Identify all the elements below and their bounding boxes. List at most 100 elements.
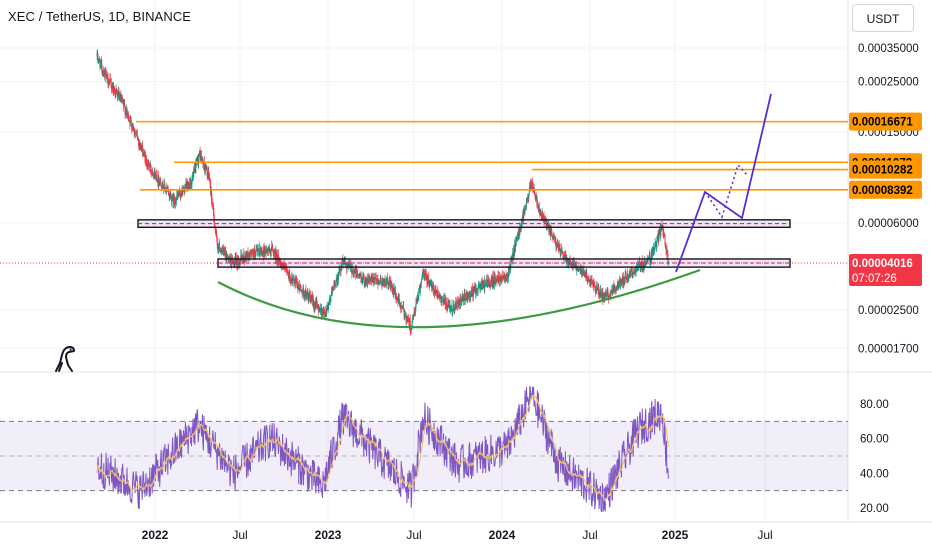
candle-body <box>454 304 456 306</box>
candle-body <box>488 280 490 283</box>
candle-body <box>494 275 496 282</box>
candle-body <box>192 173 194 177</box>
candle-body <box>333 285 335 288</box>
candle-body <box>403 308 405 317</box>
candle-body <box>319 309 321 312</box>
candle-body <box>334 285 336 287</box>
candle-body <box>572 261 574 266</box>
candle-body <box>471 288 473 291</box>
candle-body <box>187 184 189 188</box>
candle-body <box>593 281 595 283</box>
candle-body <box>208 170 210 177</box>
candle-body <box>451 305 453 312</box>
candle-body <box>423 271 425 278</box>
candle-body <box>653 250 655 252</box>
candle-body <box>281 263 283 267</box>
candle-body <box>578 268 580 272</box>
candle-body <box>492 282 494 284</box>
candle-body <box>172 195 174 200</box>
candle-body <box>211 198 213 204</box>
candle-body <box>665 245 667 249</box>
candle-body <box>557 243 559 247</box>
candle-body <box>559 244 561 248</box>
drawing-overlays <box>0 93 848 329</box>
projection-dotted-path <box>704 163 748 219</box>
candle-body <box>367 278 369 280</box>
candle-body <box>134 132 136 134</box>
candle-body <box>217 244 219 249</box>
candle-body <box>311 296 313 302</box>
candle-body <box>318 307 320 312</box>
candle-body <box>114 89 116 94</box>
candle-body <box>581 269 583 274</box>
candle-body <box>511 254 513 259</box>
candle-body <box>155 173 157 175</box>
candle-body <box>230 257 232 265</box>
candle-body <box>395 290 397 298</box>
candle-body <box>268 246 270 251</box>
candle-body <box>486 279 488 281</box>
candle-body <box>656 236 658 244</box>
tradingview-dino-icon <box>55 346 75 372</box>
currency-button[interactable]: USDT <box>852 4 914 32</box>
candle-body <box>489 282 491 286</box>
candle-body <box>168 195 170 197</box>
candle-body <box>353 272 355 274</box>
candle-body <box>223 249 225 252</box>
candle-body <box>504 278 506 280</box>
candle-body <box>217 248 219 250</box>
candle-body <box>260 250 262 254</box>
candle-body <box>255 249 257 251</box>
candle-body <box>183 187 185 190</box>
candle-body <box>467 294 469 298</box>
candle-body <box>500 276 502 278</box>
candle-body <box>487 280 489 287</box>
candle-body <box>110 83 112 88</box>
candle-body <box>243 256 245 258</box>
candle-body <box>628 271 630 277</box>
candle-body <box>405 314 407 317</box>
candle-body <box>368 276 370 284</box>
candle-body <box>324 312 326 317</box>
candle-body <box>347 265 349 267</box>
candle-body <box>292 279 294 284</box>
candle-body <box>651 250 653 259</box>
candle-body <box>216 237 218 245</box>
candle-body <box>328 303 330 306</box>
candle-body <box>173 197 175 202</box>
price-axis[interactable]: 0.000350000.000250000.000150000.00006000… <box>858 43 919 515</box>
candle-body <box>339 266 341 272</box>
candle-body <box>171 199 173 202</box>
price-tick-label: 0.00035000 <box>858 43 919 55</box>
time-axis[interactable]: 2022 Jul 2023 Jul 2024 Jul 2025 Jul <box>142 528 773 542</box>
candle-body <box>207 173 209 177</box>
candle-body <box>618 286 620 289</box>
candle-body <box>479 283 481 290</box>
candle-body <box>638 264 640 267</box>
candle-body <box>644 260 646 264</box>
candle-body <box>404 313 406 315</box>
candle-body <box>501 274 503 277</box>
candle-body <box>565 254 567 259</box>
candle-body <box>272 247 274 250</box>
candle-body <box>419 284 421 293</box>
cup-curve <box>217 268 701 329</box>
candle-body <box>631 269 633 277</box>
candle-body <box>218 247 220 250</box>
candle-body <box>343 260 345 264</box>
candle-body <box>421 278 423 282</box>
time-tick-label: 2022 <box>142 528 169 542</box>
candle-body <box>279 258 281 264</box>
candle-body <box>404 313 406 317</box>
candle-body <box>407 316 409 322</box>
candle-body <box>490 285 492 287</box>
candle-body <box>482 281 484 283</box>
candle-body <box>534 194 536 198</box>
candle-body <box>551 229 553 235</box>
candle-body <box>466 293 468 300</box>
candle-body <box>344 260 346 265</box>
candle-body <box>209 177 211 182</box>
candle-body <box>232 260 234 263</box>
candle-body <box>206 168 208 177</box>
